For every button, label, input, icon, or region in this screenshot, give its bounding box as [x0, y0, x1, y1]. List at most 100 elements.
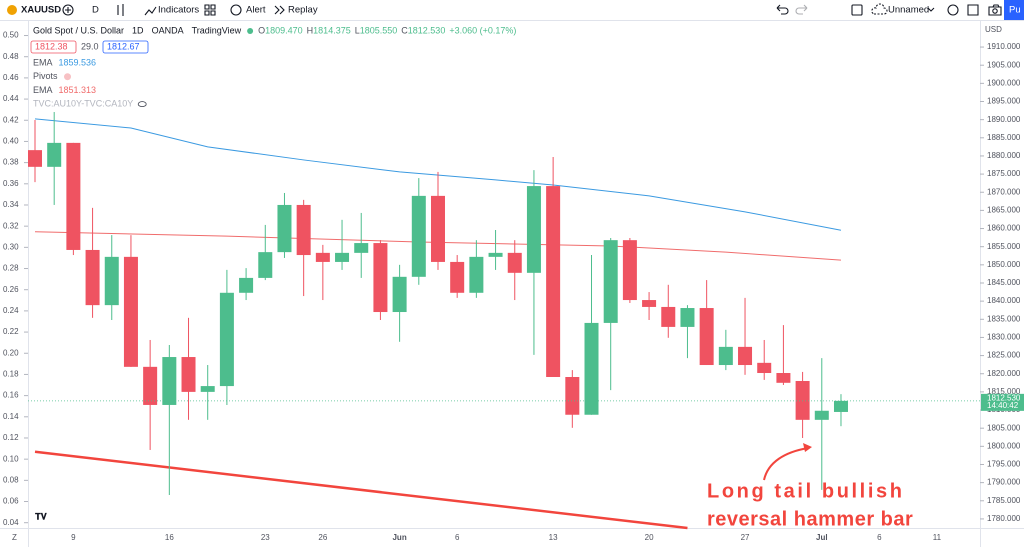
candle-body [738, 346, 753, 366]
candle-body [277, 204, 292, 253]
y-tick-label: 1860.000 [987, 224, 1021, 233]
candle-body [526, 186, 541, 273]
y2-tick-label: 0.36 [3, 179, 19, 188]
y2-tick-label: 0.10 [3, 454, 19, 463]
legend-item: 1814.375 [313, 25, 351, 35]
candle-body [622, 240, 637, 301]
candle-body [315, 252, 330, 262]
y2-tick-label: 0.48 [3, 52, 19, 61]
cloud-icon [871, 3, 888, 15]
currency-label[interactable]: USD [985, 25, 1002, 34]
y-tick-label: 1850.000 [987, 260, 1021, 269]
indicators-button[interactable]: Indicators [158, 5, 199, 16]
x-tick-label: 13 [549, 533, 558, 542]
add-symbol[interactable] [62, 4, 74, 16]
candle-body [430, 195, 445, 262]
last-price-time: 14:40:42 [987, 401, 1019, 410]
replay-button[interactable]: Replay [288, 5, 318, 16]
toolbar: XAUUSD D Indicators Alert Replay Unnamed… [0, 0, 1024, 21]
chart-type[interactable] [117, 4, 124, 16]
select-layout[interactable] [851, 4, 863, 16]
templates[interactable] [204, 4, 216, 16]
symbol[interactable]: XAUUSD [21, 5, 61, 16]
publish-label[interactable]: Pu [1009, 5, 1021, 16]
y2-tick-label: 0.04 [3, 518, 19, 527]
y2-tick-label: 0.16 [3, 391, 19, 400]
y-tick-label: 1840.000 [987, 296, 1021, 305]
layout-name[interactable]: Unnamed [888, 5, 929, 16]
x-tick-label: 20 [645, 533, 654, 542]
y-tick-label: 1830.000 [987, 333, 1021, 342]
undo[interactable] [776, 4, 789, 15]
y2-tick-label: 0.06 [3, 497, 19, 506]
candle-body [642, 300, 657, 307]
indicator-value: 1851.313 [59, 85, 97, 95]
y-tick-label: 1835.000 [987, 314, 1021, 323]
legend-item: 1D [132, 25, 144, 35]
candle-body [143, 366, 158, 405]
candle-body [450, 261, 465, 293]
y2-tick-label: 0.34 [3, 200, 19, 209]
buy-price[interactable]: 1812.67 [107, 41, 140, 51]
interval[interactable]: D [92, 5, 99, 16]
publish-button[interactable] [1004, 0, 1024, 20]
settings[interactable] [947, 4, 959, 16]
fullscreen[interactable] [967, 4, 979, 16]
candle-body [699, 308, 714, 366]
candle-body [162, 357, 177, 405]
candle-body [546, 186, 561, 378]
y-tick-label: 1895.000 [987, 97, 1021, 106]
snapshot[interactable] [988, 4, 1002, 16]
y-tick-label: 1870.000 [987, 187, 1021, 196]
status-dot [247, 28, 254, 34]
y2-tick-label: 0.42 [3, 115, 19, 124]
y2-tick-label: 0.08 [3, 475, 19, 484]
arrow-head [803, 443, 812, 452]
indicators-icon[interactable] [144, 6, 157, 16]
candle-body [603, 240, 618, 323]
candle-body [392, 276, 407, 313]
x-tick-label: Jun [392, 533, 406, 542]
candle-body [565, 377, 580, 415]
sell-price[interactable]: 1812.38 [35, 41, 68, 51]
y-tick-label: 1815.000 [987, 387, 1021, 396]
legend-item: OANDA [152, 25, 184, 35]
buy-box[interactable] [102, 40, 149, 54]
add-icon [65, 7, 71, 13]
x-tick-label: 23 [261, 533, 270, 542]
x-tick-label: 27 [741, 533, 750, 542]
candle-body [718, 346, 733, 366]
y2-tick-label: 0.50 [3, 31, 19, 40]
x-tick-label: 26 [318, 533, 327, 542]
candle-body [335, 252, 350, 262]
y2-tick-label: 0.14 [3, 412, 19, 421]
candle-body [661, 306, 676, 327]
alert-button[interactable]: Alert [246, 5, 266, 16]
y-tick-label: 1790.000 [987, 478, 1021, 487]
y2-tick-label: 0.26 [3, 285, 19, 294]
legend-item: 1805.550 [360, 25, 398, 35]
legend: Gold Spot / U.S. Dollar 1812.38 29.0 181… [30, 25, 149, 54]
indicator-value: 1859.536 [59, 57, 97, 67]
y2-tick-label: 0.40 [3, 137, 19, 146]
redo[interactable] [795, 4, 808, 15]
last-price-tag [981, 393, 1024, 411]
y-tick-label: 1800.000 [987, 441, 1021, 450]
candle-body [66, 142, 81, 250]
visibility-icon [137, 101, 147, 108]
legend-item: C [401, 25, 408, 35]
trend-line [34, 450, 688, 530]
alert-icon[interactable] [230, 4, 242, 16]
spread: 29.0 [81, 41, 99, 51]
x-tick-label: 6 [455, 533, 460, 542]
y2-tick-label: 0.44 [3, 94, 19, 103]
corner-label[interactable]: Z [12, 533, 17, 542]
y-tick-label: 1795.000 [987, 460, 1021, 469]
sell-box[interactable] [30, 40, 77, 54]
symbol-icon[interactable] [7, 5, 17, 15]
layout-caret[interactable] [927, 7, 935, 12]
ema-line [34, 118, 842, 231]
replay-icon[interactable] [274, 5, 285, 15]
candle-body [507, 252, 522, 273]
